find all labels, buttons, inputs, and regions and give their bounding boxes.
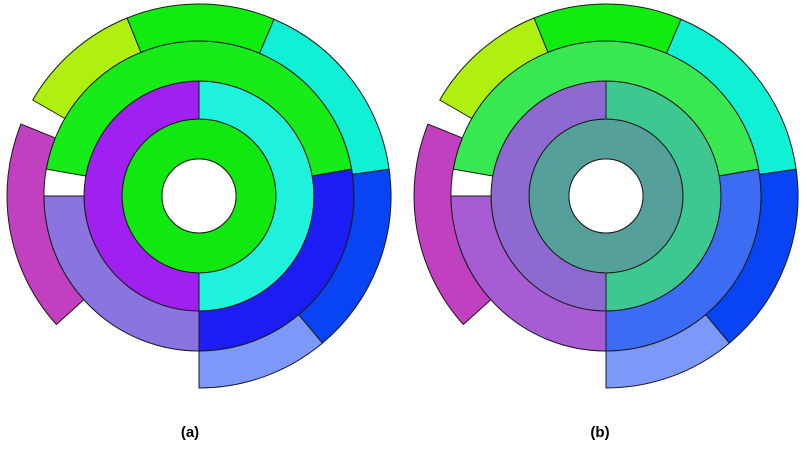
- ring-4-segment-6: [413, 123, 492, 325]
- center-hole: [568, 158, 644, 234]
- center-hole: [161, 158, 237, 234]
- panel-a-caption: (a): [180, 424, 200, 441]
- ring-4-segment-6: [6, 123, 85, 325]
- sunburst-b: [413, 3, 799, 389]
- ring-4-segment-5: [198, 314, 323, 389]
- ring-4-segment-5: [605, 314, 730, 389]
- panel-b-caption: (b): [590, 424, 610, 441]
- sunburst-a: [6, 3, 392, 389]
